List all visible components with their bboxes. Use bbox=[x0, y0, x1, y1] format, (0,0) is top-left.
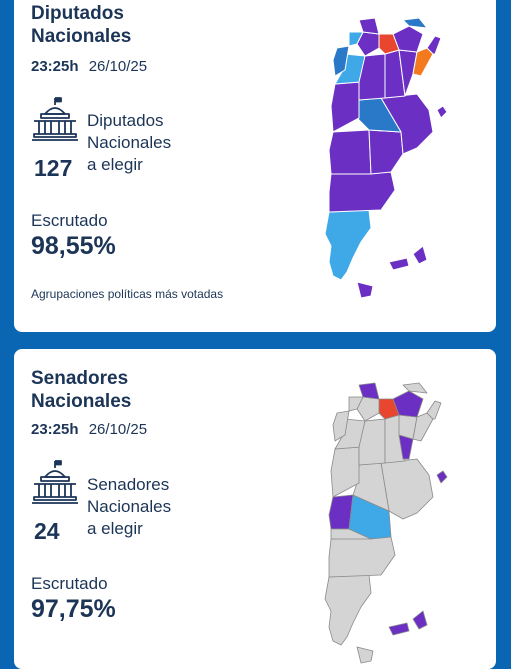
argentina-map-icon[interactable] bbox=[309, 14, 449, 314]
time: 23:25h bbox=[31, 421, 79, 438]
card-title: Diputados Nacionales bbox=[31, 2, 261, 48]
title-line-2: Nacionales bbox=[31, 391, 132, 412]
seats-count: 24 bbox=[34, 518, 60, 544]
time: 23:25h bbox=[31, 58, 79, 75]
seats-label-line-2: Nacionales bbox=[87, 497, 172, 516]
timestamp: 23:25h 26/10/25 bbox=[31, 58, 147, 75]
diputados-card[interactable]: Diputados Nacionales 23:25h 26/10/25 127… bbox=[14, 0, 496, 332]
seats-label-line-1: Diputados bbox=[87, 111, 164, 130]
date: 26/10/25 bbox=[88, 421, 148, 438]
parties-footer-text: Agrupaciones políticas más votadas bbox=[31, 287, 224, 301]
seats-label: Senadores Nacionales a elegir bbox=[87, 474, 217, 540]
date: 26/10/25 bbox=[88, 58, 148, 75]
title-line-1: Diputados bbox=[31, 3, 124, 24]
seats-count: 127 bbox=[34, 155, 73, 181]
scrutiny-label: Escrutado bbox=[31, 574, 108, 593]
title-line-2: Nacionales bbox=[31, 26, 132, 47]
seats-label-line-3: a elegir bbox=[87, 519, 143, 538]
congress-building-icon bbox=[32, 460, 78, 504]
scrutiny-value: 97,75% bbox=[31, 595, 116, 623]
seats-label-line-3: a elegir bbox=[87, 155, 143, 174]
timestamp: 23:25h 26/10/25 bbox=[31, 421, 147, 438]
senadores-card[interactable]: Senadores Nacionales 23:25h 26/10/25 24 … bbox=[14, 349, 496, 669]
seats-label-line-1: Senadores bbox=[87, 475, 170, 494]
card-title: Senadores Nacionales bbox=[31, 367, 261, 413]
seats-label-line-2: Nacionales bbox=[87, 133, 172, 152]
title-line-1: Senadores bbox=[31, 368, 129, 389]
scrutiny-label: Escrutado bbox=[31, 211, 108, 230]
scrutiny-value: 98,55% bbox=[31, 232, 116, 260]
congress-building-icon bbox=[32, 97, 78, 141]
argentina-map-icon[interactable] bbox=[309, 379, 449, 669]
seats-label: Diputados Nacionales a elegir bbox=[87, 110, 217, 176]
